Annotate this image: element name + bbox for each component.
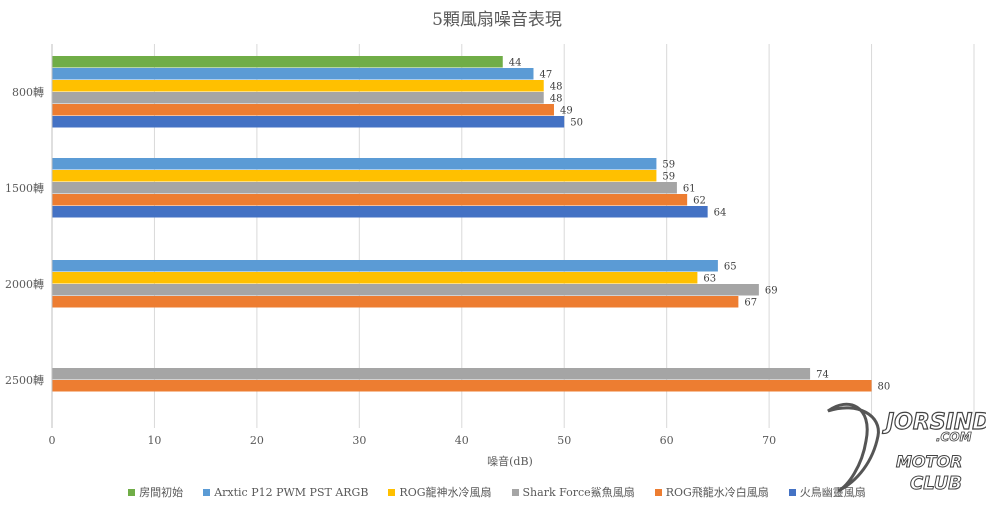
bar — [52, 272, 698, 284]
legend-swatch — [511, 488, 519, 496]
bar — [52, 296, 739, 308]
x-tick-label: 50 — [557, 434, 571, 447]
bar — [52, 56, 503, 68]
data-label: 65 — [724, 262, 737, 273]
legend-swatch — [128, 488, 136, 496]
legend-item: Shark Force鯊魚風扇 — [511, 484, 635, 500]
x-tick-label: 30 — [352, 434, 366, 447]
data-label: 64 — [714, 208, 727, 219]
legend-label: Arxtic P12 PWM PST ARGB — [214, 485, 369, 499]
bar — [52, 260, 718, 272]
svg-text:.COM: .COM — [936, 430, 972, 444]
legend-label: ROG飛龍水冷白風扇 — [665, 486, 769, 499]
bar — [52, 68, 534, 80]
data-label: 63 — [703, 274, 716, 285]
data-label: 44 — [509, 58, 522, 69]
data-label: 48 — [550, 82, 563, 93]
data-label: 69 — [765, 286, 778, 297]
x-tick-label: 70 — [762, 434, 776, 447]
bar — [52, 380, 872, 392]
bar — [52, 284, 759, 296]
bar — [52, 182, 677, 194]
x-tick-label: 60 — [660, 434, 674, 447]
chart-title: 5顆風扇噪音表現 — [432, 10, 562, 30]
legend-label: 火鳥幽靈風扇 — [799, 486, 866, 499]
bar — [52, 206, 708, 218]
bar — [52, 92, 544, 104]
y-category-label: 1500轉 — [5, 182, 44, 195]
bar — [52, 170, 657, 182]
bar — [52, 104, 554, 116]
bar — [52, 158, 657, 170]
data-label: 59 — [662, 172, 675, 183]
x-tick-label: 10 — [147, 434, 161, 447]
y-category-label: 2500轉 — [5, 374, 44, 387]
svg-text:JORSINDO: JORSINDO — [882, 410, 986, 435]
legend-swatch — [788, 488, 796, 496]
data-label: 49 — [560, 106, 573, 117]
legend-swatch — [388, 488, 396, 496]
legend-item: 火鳥幽靈風扇 — [788, 484, 866, 500]
legend-item: ROG飛龍水冷白風扇 — [654, 484, 769, 500]
bar — [52, 194, 688, 206]
data-label: 50 — [570, 118, 583, 129]
data-label: 62 — [693, 196, 706, 207]
bar — [52, 80, 544, 92]
bars — [52, 56, 872, 392]
x-tick-label: 20 — [250, 434, 264, 447]
x-tick-label: 0 — [49, 434, 56, 447]
bar — [52, 368, 811, 380]
legend-item: Arxtic P12 PWM PST ARGB — [203, 484, 368, 500]
x-axis-title: 噪音(dB) — [487, 454, 533, 468]
legend-swatch — [203, 488, 211, 496]
x-tick-label: 40 — [455, 434, 469, 447]
legend-swatch — [654, 488, 662, 496]
bar — [52, 116, 565, 128]
data-label: 48 — [550, 94, 563, 105]
legend-label: Shark Force鯊魚風扇 — [522, 486, 635, 499]
data-label: 80 — [878, 382, 891, 393]
legend-item: ROG龍神水冷風扇 — [388, 484, 492, 500]
data-label: 67 — [744, 298, 757, 309]
y-category-label: 2000轉 — [5, 278, 44, 291]
data-label: 61 — [683, 184, 696, 195]
y-axis: 800轉 1500轉 2000轉 2500轉 — [5, 44, 53, 428]
jorsindo-logo: JORSINDO .COM MOTOR CLUB — [827, 402, 986, 495]
y-category-label: 800轉 — [12, 86, 44, 99]
legend: 房間初始 Arxtic P12 PWM PST ARGB ROG龍神水冷風扇 Shar… — [0, 484, 994, 500]
data-label: 74 — [816, 370, 829, 381]
legend-label: 房間初始 — [139, 486, 184, 499]
data-label: 59 — [662, 160, 675, 171]
svg-text:CLUB: CLUB — [910, 473, 962, 494]
svg-text:MOTOR: MOTOR — [896, 452, 962, 471]
x-axis: 0 10 20 30 40 50 60 70 — [49, 434, 777, 447]
legend-label: ROG龍神水冷風扇 — [399, 486, 492, 499]
data-label: 47 — [539, 70, 552, 81]
legend-item: 房間初始 — [128, 484, 183, 500]
